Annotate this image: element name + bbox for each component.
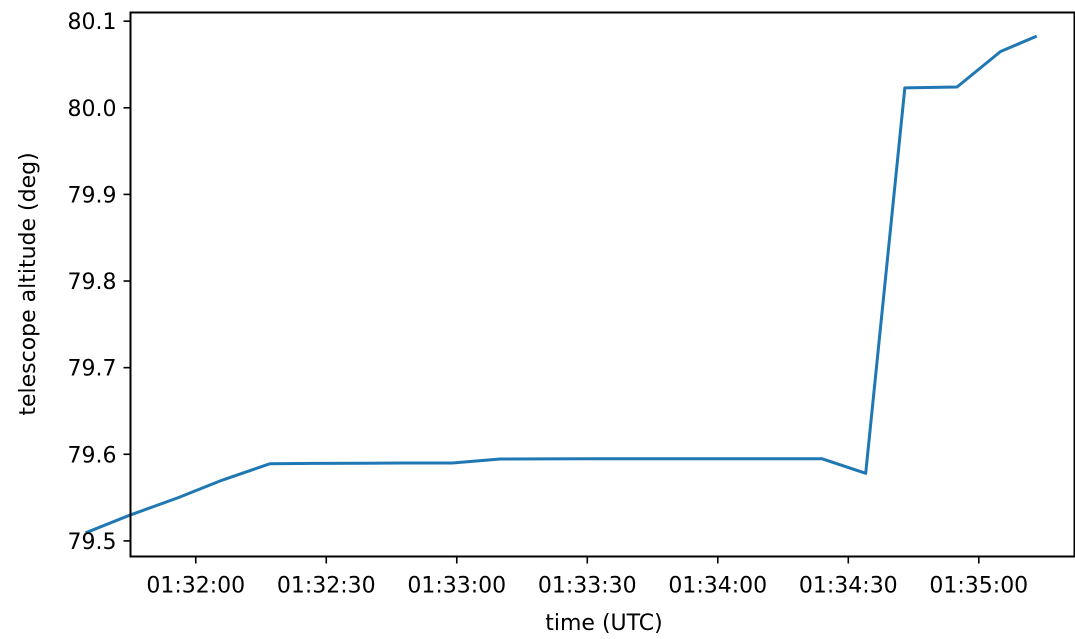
y-tick-label: 79.5: [68, 530, 117, 555]
x-tick-label: 01:35:00: [929, 574, 1028, 599]
y-tick-label: 80.1: [68, 10, 117, 35]
x-tick-label: 01:33:30: [538, 574, 637, 599]
x-tick-label: 01:32:00: [146, 574, 245, 599]
plot-area: [87, 37, 1035, 533]
x-axis-label: time (UTC): [545, 611, 662, 636]
y-tick-label: 79.6: [68, 443, 117, 468]
x-axis: 01:32:00 01:32:30 01:33:00 01:33:30 01:34:00…: [146, 557, 1028, 599]
y-tick-label: 79.7: [68, 357, 117, 382]
series-line: [87, 37, 1035, 533]
y-axis: 79.5 79.6 79.7 79.8 79.9 80.0 80.1: [68, 10, 131, 555]
x-tick-label: 01:34:30: [799, 574, 898, 599]
x-tick-label: 01:33:00: [407, 574, 506, 599]
plot-frame: [131, 13, 1075, 557]
y-tick-label: 79.9: [68, 183, 117, 208]
y-tick-label: 79.8: [68, 270, 117, 295]
x-tick-label: 01:32:30: [277, 574, 376, 599]
y-axis-label: telescope altitude (deg): [16, 152, 41, 415]
y-tick-label: 80.0: [68, 97, 117, 122]
x-tick-label: 01:34:00: [668, 574, 767, 599]
